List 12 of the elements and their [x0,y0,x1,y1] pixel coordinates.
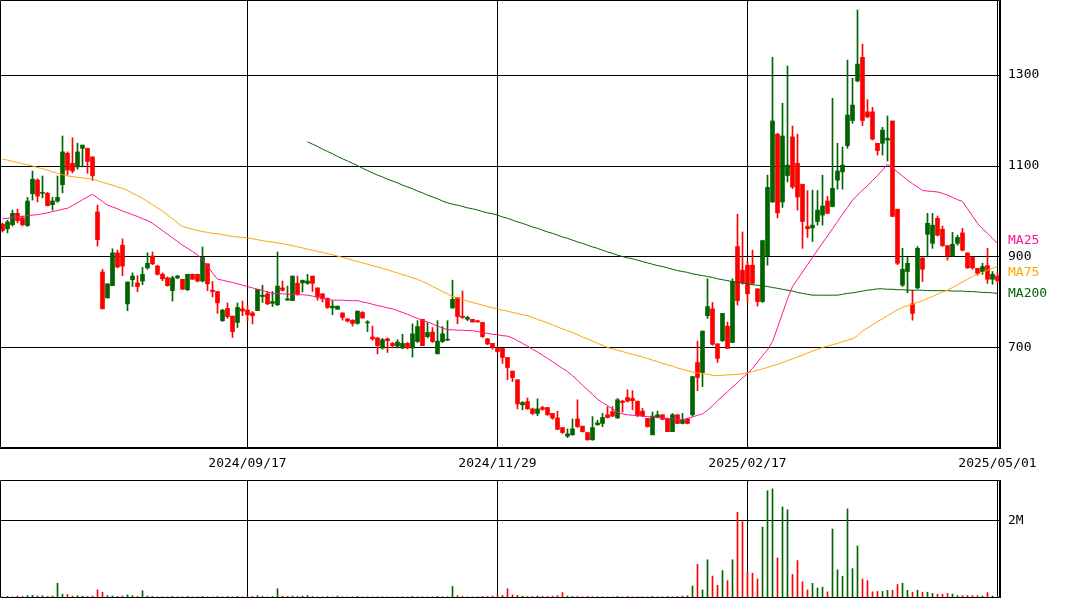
y-tick-label: 1100 [1008,157,1040,173]
x-tick-label: 2025/05/01 [958,455,1037,471]
x-tick-label: 2024/09/17 [208,455,287,471]
y-tick-label: 1300 [1008,66,1040,82]
series-label: MA25 [1008,232,1040,248]
y-tick-label: 700 [1008,339,1032,355]
x-tick-label: 2025/02/17 [708,455,787,471]
series-label: MA75 [1008,264,1040,280]
x-tick-label: 2024/11/29 [458,455,537,471]
y-tick-label: 2M [1008,512,1024,528]
series-label: MA200 [1008,284,1048,300]
y-tick-label: 900 [1008,248,1032,264]
